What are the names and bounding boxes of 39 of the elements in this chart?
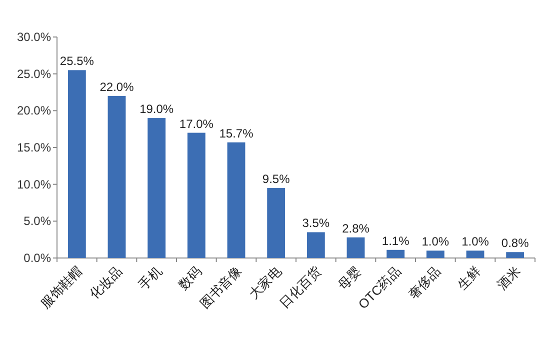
bar (187, 132, 206, 258)
y-tick-label: 30.0% (16, 30, 52, 44)
x-tick-label: 手机 (136, 264, 165, 293)
data-label: 0.8% (501, 236, 530, 250)
y-tick-label: 15.0% (16, 140, 52, 154)
bar (108, 96, 126, 258)
bar (306, 232, 325, 258)
y-tick-label: 10.0% (16, 177, 52, 192)
data-label: 17.0% (179, 116, 214, 131)
x-tick-label: 奢侈品 (405, 264, 444, 302)
bar (267, 188, 286, 258)
data-label: 1.1% (382, 234, 410, 248)
data-label: 9.5% (262, 172, 290, 186)
y-tick-label: 0.0% (24, 251, 52, 265)
data-label: 19.0% (140, 102, 174, 116)
bar (346, 237, 365, 258)
y-tick-label: 5.0% (24, 214, 52, 228)
data-label: 15.7% (219, 126, 254, 140)
bar (466, 250, 484, 258)
data-label: 3.5% (302, 216, 330, 230)
bar (148, 118, 166, 258)
x-tick-label: 酒米 (494, 264, 524, 293)
data-label: 1.0% (422, 234, 450, 249)
y-tick-label: 20.0% (16, 104, 52, 118)
bar (227, 142, 246, 258)
data-label: 25.5% (60, 54, 94, 68)
data-label: 1.0% (462, 234, 490, 249)
y-tick-label: 25.0% (16, 66, 52, 81)
bar (68, 70, 86, 258)
x-tick-label: 化妆品 (86, 264, 125, 302)
bar (426, 250, 444, 258)
bar (506, 252, 524, 258)
bar (386, 250, 405, 258)
x-tick-label: 服饰鞋帽 (38, 264, 86, 311)
data-label: 2.8% (342, 221, 370, 236)
x-tick-label: 母婴 (334, 264, 364, 293)
x-tick-label: 数码 (176, 264, 205, 293)
data-label: 22.0% (100, 80, 134, 94)
x-tick-label: 生鲜 (454, 264, 484, 293)
